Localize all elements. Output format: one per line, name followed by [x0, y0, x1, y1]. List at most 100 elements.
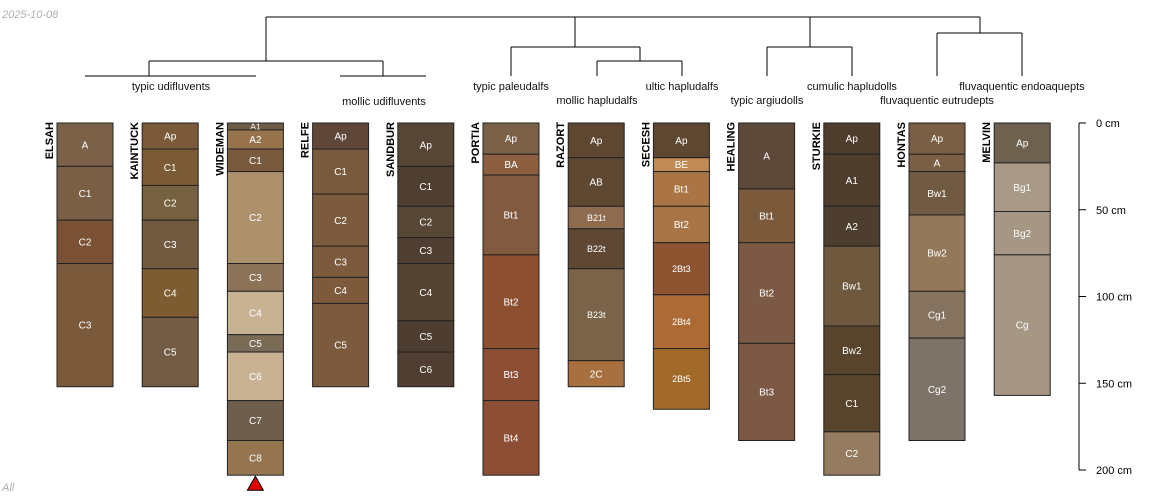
horizon-label: Cg2 [928, 385, 947, 396]
horizon-label: BA [504, 160, 518, 171]
horizon-rect [397, 263, 455, 322]
horizon-label: A2 [249, 135, 262, 146]
horizon-label: C5 [419, 332, 432, 343]
profile-elsah: ELSAH A C1 C2 C3 [44, 122, 114, 388]
depth-axis: 0 cm 50 cm 100 cm 150 cm 200 cm [1078, 118, 1132, 477]
profile-name-label: HEALING [726, 122, 738, 172]
horizon-label: C4 [249, 309, 262, 320]
horizon-rect [56, 263, 114, 388]
horizon-label: C6 [419, 365, 432, 376]
horizon-rect [993, 122, 1051, 164]
soil-profiles: ELSAH A C1 C2 C3 KAINTUCK Ap C1 C2 C3 C4 C5 WIDEMAN A… [44, 122, 1051, 476]
profile-name-label: KAINTUCK [129, 122, 141, 179]
horizon-rect [823, 431, 881, 476]
horizon-label: A [934, 159, 941, 170]
horizon-rect [567, 268, 625, 362]
horizon-label: C3 [79, 321, 92, 332]
horizon-rect [567, 360, 625, 388]
profile-markers [246, 475, 265, 491]
horizon-label: Ap [675, 136, 688, 147]
horizon-label: Bt3 [503, 370, 518, 381]
profile-name-label: SECESH [640, 122, 652, 167]
group-label-typic-paleudalfs: typic paleudalfs [473, 81, 549, 93]
horizon-label: C4 [334, 286, 347, 297]
horizon-label: A2 [846, 222, 859, 233]
horizon-rect [993, 254, 1051, 396]
horizon-label: Bt1 [674, 185, 689, 196]
horizon-label: B23t [587, 310, 606, 320]
horizon-label: Bt2 [759, 289, 774, 300]
horizon-rect [226, 171, 284, 265]
profile-name-label: WIDEMAN [214, 122, 226, 176]
profile-healing: HEALING A Bt1 Bt2 Bt3 [726, 122, 796, 442]
profile-razort: RAZORT Ap AB B21t B22t B23t 2C [555, 122, 625, 388]
group-label-typic-argiudolls: typic argiudolls [731, 95, 804, 107]
horizon-label: C2 [164, 198, 177, 209]
depth-tick-label: 150 cm [1096, 378, 1132, 390]
horizon-label: Bg2 [1013, 229, 1031, 240]
horizon-label: C3 [419, 246, 432, 257]
horizon-rect [823, 245, 881, 327]
taxonomic-group-labels: typic udifluvents mollic udifluvents typ… [132, 81, 1085, 108]
horizon-label: 2Bt4 [672, 317, 691, 327]
horizon-label: C4 [164, 289, 177, 300]
horizon-label: C5 [334, 341, 347, 352]
horizon-rect [312, 148, 370, 195]
horizon-rect [482, 400, 540, 476]
horizon-label: C3 [334, 257, 347, 268]
horizon-label: Bt2 [503, 297, 518, 308]
horizon-label: BE [675, 160, 689, 171]
dendrogram-branch [85, 16, 1023, 77]
horizon-label: C1 [334, 167, 347, 178]
horizon-label: Bt3 [759, 388, 774, 399]
horizon-label: C1 [845, 399, 858, 410]
horizon-rect [823, 374, 881, 433]
horizon-label: Bw2 [842, 346, 862, 357]
horizon-rect [482, 254, 540, 350]
horizon-label: Bt1 [759, 211, 774, 222]
horizon-label: B21t [587, 213, 606, 223]
horizon-label: Bg1 [1013, 183, 1031, 194]
profile-portia: PORTIA Ap BA Bt1 Bt2 Bt3 Bt4 [470, 122, 540, 476]
depth-marker-triangle [246, 475, 265, 491]
horizon-label: Ap [1016, 139, 1029, 150]
horizon-label: Ap [334, 132, 347, 143]
group-label-cumulic-hapludolls: cumulic hapludolls [807, 81, 897, 93]
horizon-rect [908, 171, 966, 216]
profile-sandbur: SANDBUR Ap C1 C2 C3 C4 C5 C6 [385, 122, 455, 388]
horizon-rect [738, 342, 796, 442]
horizon-rect [993, 210, 1051, 256]
horizon-label: Bt1 [503, 211, 518, 222]
profile-name-label: STURKIE [811, 122, 823, 170]
horizon-label: C2 [334, 216, 347, 227]
group-label-typic-udifluvents: typic udifluvents [132, 81, 211, 93]
horizon-label: Bw1 [842, 282, 862, 293]
horizon-rect [397, 351, 455, 388]
horizon-label: C6 [249, 372, 262, 383]
horizon-rect [397, 320, 455, 353]
horizon-rect [738, 122, 796, 190]
horizon-label: Ap [420, 140, 433, 151]
profile-name-label: RELFE [300, 122, 312, 158]
horizon-label: 2C [590, 369, 603, 380]
horizon-label: C3 [249, 273, 262, 284]
horizon-rect [482, 348, 540, 402]
horizon-label: C2 [249, 213, 262, 224]
horizon-rect [567, 157, 625, 207]
horizon-label: C2 [845, 449, 858, 460]
horizon-label: AB [590, 178, 604, 189]
horizon-label: C5 [249, 339, 262, 350]
horizon-rect [908, 290, 966, 339]
horizon-rect [823, 153, 881, 207]
dendrogram [85, 16, 1023, 77]
horizon-rect [823, 205, 881, 247]
horizon-rect [652, 205, 710, 244]
corner-footer-label: All [1, 482, 15, 494]
horizon-rect [652, 348, 710, 410]
horizon-rect [141, 316, 199, 388]
horizon-label: C2 [419, 217, 432, 228]
horizon-label: C3 [164, 240, 177, 251]
profile-kaintuck: KAINTUCK Ap C1 C2 C3 C4 C5 [129, 122, 199, 388]
group-label-mollic-udifluvents: mollic udifluvents [342, 96, 426, 108]
